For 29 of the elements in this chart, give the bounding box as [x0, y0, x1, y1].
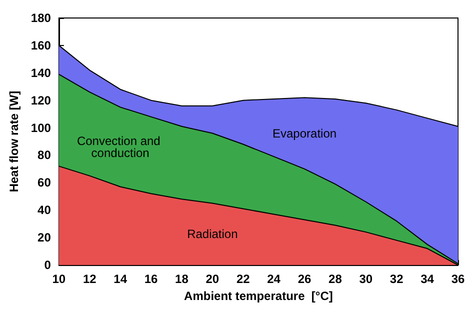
x-tick-label: 18: [175, 272, 189, 286]
x-tick-label: 12: [82, 272, 97, 286]
y-tick-label: 180: [30, 11, 52, 25]
y-axis-title: Heat flow rate [W]: [7, 90, 21, 192]
series-label: Radiation: [187, 227, 238, 242]
x-tick-label: 30: [359, 272, 373, 286]
x-tick-label: 24: [267, 272, 281, 286]
x-tick-label: 36: [451, 272, 465, 286]
y-tick-label: 20: [38, 230, 52, 245]
y-tick-label: 100: [30, 120, 52, 135]
x-tick-label: 28: [328, 272, 342, 286]
y-tick-label: 120: [30, 93, 52, 108]
y-tick-label: 140: [30, 66, 52, 80]
series-label: Evaporation: [272, 126, 337, 140]
y-tick-label: 60: [38, 176, 52, 190]
x-tick-label: 32: [390, 272, 404, 286]
x-tick-label: 20: [206, 272, 220, 286]
x-tick-label: 22: [236, 272, 250, 286]
series-label: Convection and conduction: [76, 134, 164, 160]
x-tick-label: 34: [420, 272, 434, 286]
x-axis-title: Ambient temperature [°C]: [184, 288, 333, 303]
y-tick-label: 160: [30, 38, 52, 52]
x-tick-label: 14: [114, 272, 128, 286]
y-tick-label: 40: [38, 203, 52, 218]
y-tick-label: 80: [38, 148, 52, 162]
y-tick-label: 0: [44, 258, 52, 272]
x-tick-label: 10: [52, 272, 66, 286]
x-tick-label: 26: [298, 272, 312, 286]
x-tick-label: 16: [144, 272, 158, 286]
